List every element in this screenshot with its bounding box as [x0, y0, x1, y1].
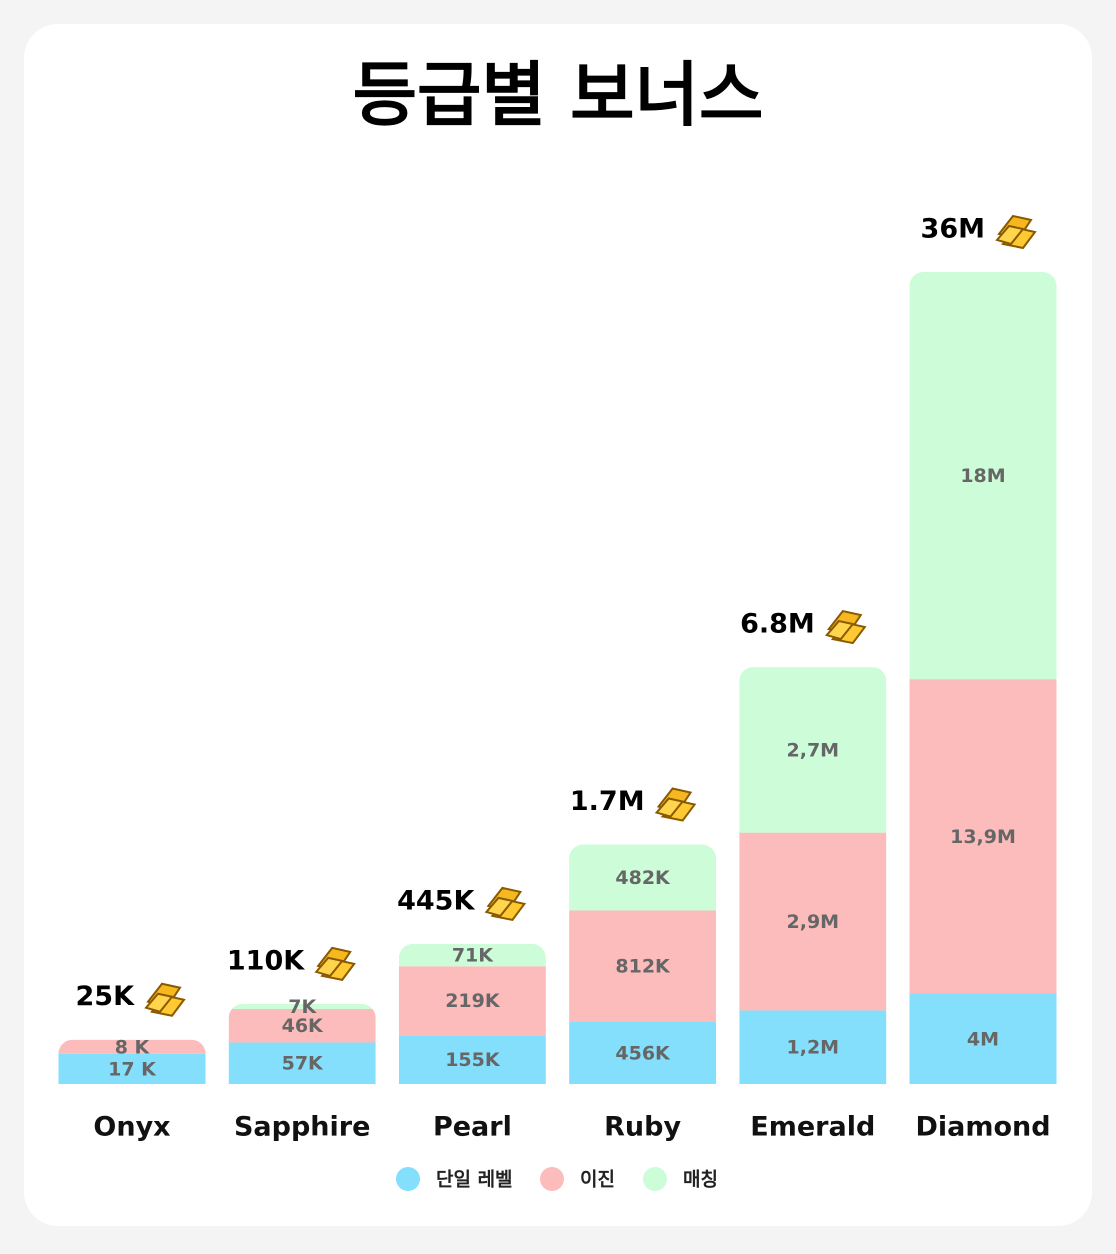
value-label: 4M [967, 1028, 999, 1050]
gold-icon [144, 982, 186, 1017]
value-label: 155K [445, 1049, 501, 1071]
bar-segment [909, 271, 1057, 680]
x-tick-label: Pearl [433, 1112, 512, 1143]
total-label: 36M [921, 213, 985, 244]
gold-icon [484, 886, 527, 922]
bar-segment [228, 1003, 376, 1010]
value-label: 13,9M [950, 826, 1016, 848]
value-label: 18M [960, 465, 1005, 487]
bar-segment [398, 1035, 546, 1084]
value-label: 7K [288, 996, 317, 1018]
total-label: 110K [227, 945, 305, 976]
bar-segment [739, 1010, 887, 1084]
value-label: 2,9M [787, 911, 840, 933]
total-label: 25K [76, 981, 136, 1012]
value-label: 482K [615, 867, 671, 889]
value-label: 8 K [115, 1036, 151, 1058]
total-label: 6.8M [740, 609, 815, 640]
value-label: 219K [445, 990, 501, 1012]
gold-bar [654, 797, 685, 818]
gold-bar [825, 619, 855, 641]
bar-segment [398, 966, 546, 1036]
bar-segment [58, 1053, 206, 1084]
gold-icon [995, 214, 1037, 250]
value-label: 17 K [108, 1058, 157, 1080]
legend-label: 이진 [580, 1169, 615, 1191]
legend-swatch [643, 1167, 667, 1191]
total-label: 1.7M [570, 786, 645, 817]
legend-label: 매칭 [683, 1169, 718, 1191]
bar-segment [569, 844, 717, 911]
bar-segment [228, 1009, 376, 1043]
total-label: 445K [397, 885, 475, 916]
x-tick-label: Emerald [750, 1112, 875, 1143]
gold-bar [484, 896, 515, 918]
bar-segment [739, 832, 887, 1011]
bar-segment [569, 1021, 717, 1084]
value-label: 456K [615, 1042, 671, 1064]
legend-swatch [540, 1167, 564, 1191]
value-label: 46K [282, 1015, 324, 1037]
legend-swatch [396, 1167, 420, 1191]
bar-segment [739, 667, 887, 833]
bar-segment [228, 1042, 376, 1084]
bar-segment [569, 910, 717, 1022]
bar-segment [398, 943, 546, 967]
bar-segment [909, 993, 1057, 1084]
x-tick-label: Sapphire [234, 1112, 370, 1143]
gold-icon [825, 609, 867, 645]
gold-icon [314, 946, 356, 982]
value-label: 812K [615, 956, 671, 978]
bar-segment [909, 679, 1057, 994]
value-label: 2,7M [787, 739, 840, 761]
gold-icon [654, 787, 697, 822]
value-label: 1,2M [787, 1037, 840, 1059]
value-label: 57K [282, 1053, 324, 1075]
x-tick-label: Diamond [915, 1112, 1050, 1143]
legend-label: 단일 레벨 [436, 1169, 513, 1191]
gold-bar [144, 992, 174, 1013]
chart-title: 등급별 보너스 [353, 54, 764, 136]
gold-bar [995, 224, 1025, 246]
value-label: 71K [452, 945, 494, 967]
x-tick-label: Onyx [93, 1112, 170, 1143]
bar-segment [58, 1039, 206, 1054]
gold-bar [314, 956, 344, 978]
x-tick-label: Ruby [604, 1112, 681, 1143]
